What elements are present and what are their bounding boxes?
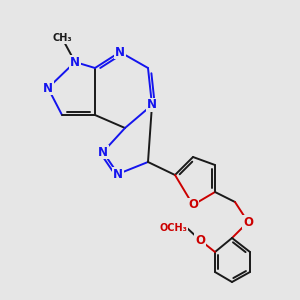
Text: N: N (70, 56, 80, 68)
Text: N: N (115, 46, 125, 59)
Text: O: O (243, 215, 253, 229)
Text: O: O (195, 233, 205, 247)
Text: N: N (113, 167, 123, 181)
Text: CH₃: CH₃ (52, 33, 72, 43)
Text: N: N (147, 98, 157, 112)
Text: OCH₃: OCH₃ (159, 223, 187, 233)
Text: N: N (43, 82, 53, 94)
Text: O: O (188, 199, 198, 212)
Text: N: N (98, 146, 108, 158)
